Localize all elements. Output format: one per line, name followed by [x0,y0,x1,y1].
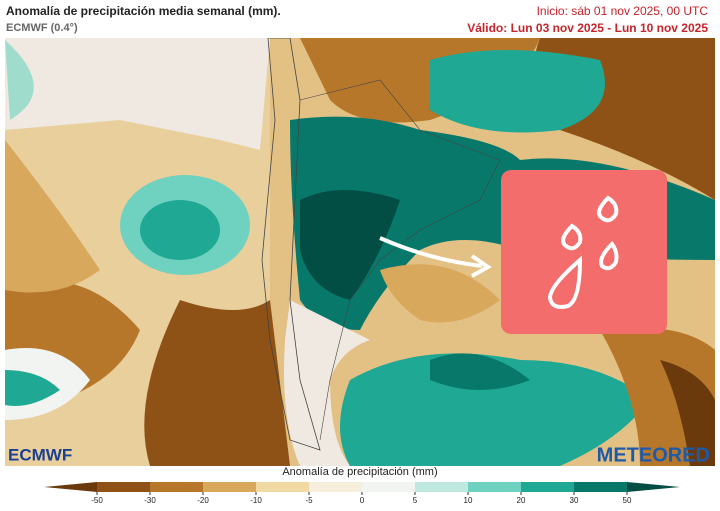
valid: Válido: Lun 03 nov 2025 - Lun 10 nov 202… [467,21,708,35]
colorbar-tick-label: 5 [413,496,418,505]
colorbar-bin [150,482,203,492]
colorbar-tick-label: -50 [91,496,103,505]
model: ECMWF (0.4°) [6,22,78,34]
colorbar: -50 -30 -20 -10 -5 0 5 10 20 30 50 [44,482,680,505]
colorbar-bin [362,482,415,492]
colorbar-bin [203,482,256,492]
colorbar-tick-label: -5 [305,496,313,505]
colorbar-tick-label: 30 [570,496,579,505]
colorbar-bin [468,482,521,492]
colorbar-tick-label: 50 [623,496,632,505]
colorbar-bin [309,482,362,492]
title: Anomalía de precipitación media semanal … [6,4,281,18]
colorbar-end [44,482,97,492]
logo-left: ECMWF [8,445,72,464]
colorbar-end [627,482,680,492]
colorbar-tick-label: 0 [360,496,365,505]
colorbar-tick-label: 20 [517,496,526,505]
colorbar-tick-label: -10 [250,496,262,505]
colorbar-bin [574,482,627,492]
map: ECMWF METEORED [5,38,715,466]
logo-right: METEORED [597,444,710,466]
colorbar-bin [256,482,309,492]
colorbar-tick-label: -20 [197,496,209,505]
colorbar-bin [415,482,468,492]
colorbar-tick-label: -30 [144,496,156,505]
init: Inicio: sáb 01 nov 2025, 00 UTC [537,4,709,18]
colorbar-label: Anomalía de precipitación (mm) [282,466,437,478]
colorbar-bin [97,482,150,492]
colorbar-bin [521,482,574,492]
colorbar-tick-label: 10 [464,496,473,505]
